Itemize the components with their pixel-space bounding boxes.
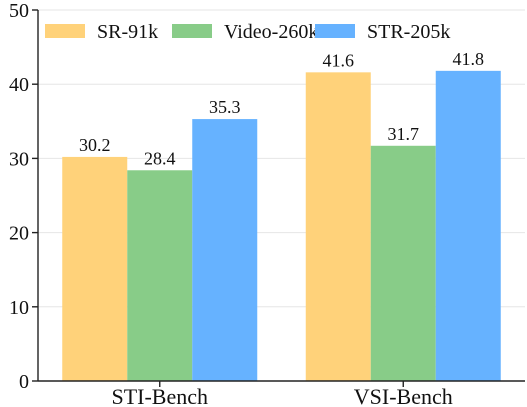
y-tick-label: 0 (19, 371, 29, 393)
legend-swatch (45, 24, 85, 38)
data-label: 28.4 (144, 148, 176, 168)
data-label: 31.7 (388, 124, 420, 144)
data-labels: 30.2 28.4 35.3 41.6 31.7 41.8 (79, 49, 484, 168)
bar-str-205k-sti-bench (192, 119, 258, 381)
x-tick-label: VSI-Bench (354, 384, 453, 407)
y-tick-label: 20 (9, 223, 29, 245)
data-label: 35.3 (209, 97, 241, 117)
bar-video-260k-sti-bench (127, 170, 193, 381)
legend-label: STR-205k (367, 21, 450, 43)
y-tick-label: 30 (9, 148, 29, 170)
data-label: 41.8 (453, 49, 485, 69)
legend-label: SR-91k (97, 21, 158, 43)
legend: SR-91k Video-260k STR-205k (45, 21, 450, 43)
data-label: 30.2 (79, 135, 111, 155)
bar-str-205k-vsi-bench (435, 70, 501, 382)
legend-swatch (315, 24, 355, 38)
bar-video-260k-vsi-bench (370, 145, 436, 381)
y-tick-label: 40 (9, 74, 29, 96)
legend-label: Video-260k (224, 21, 318, 43)
x-tick-label: STI-Bench (111, 384, 208, 407)
legend-swatch (172, 24, 212, 38)
axes: 0 10 20 30 40 50 STI-Bench VSI-Bench (9, 0, 525, 407)
y-tick-label: 10 (9, 297, 29, 319)
y-tick-label: 50 (9, 0, 29, 22)
bar-sr-91k-sti-bench (62, 156, 128, 381)
bars (62, 70, 501, 382)
data-label: 41.6 (323, 50, 355, 70)
bar-sr-91k-vsi-bench (305, 72, 371, 381)
